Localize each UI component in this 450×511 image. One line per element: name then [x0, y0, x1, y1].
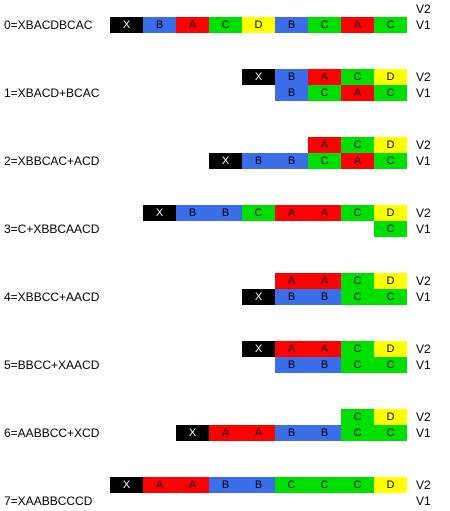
cell-v2-row-7-2: A	[176, 477, 209, 493]
row-label-7: 7=XAABBCCCD	[4, 494, 93, 508]
cell-v1-row-0-0: X	[110, 17, 143, 33]
side-label-v1-row-3: V1	[416, 222, 431, 236]
cell-v2-row-4-2: C	[341, 273, 374, 289]
side-label-v1-row-6: V1	[416, 426, 431, 440]
cell-v1-row-0-7: A	[341, 17, 374, 33]
cell-v1-row-0-3: C	[209, 17, 242, 33]
cell-v2-row-7-8: D	[374, 477, 407, 493]
cell-v1-row-5-3: C	[374, 357, 407, 373]
cell-v1-row-6-5: C	[341, 425, 374, 441]
cell-v1-row-6-6: C	[374, 425, 407, 441]
cell-v1-row-6-2: A	[242, 425, 275, 441]
cell-v1-row-2-5: C	[374, 153, 407, 169]
cell-v1-row-1-0: B	[275, 85, 308, 101]
cell-v2-row-5-2: A	[308, 341, 341, 357]
side-label-v2-row-6: V2	[416, 410, 431, 424]
cell-v1-row-6-3: B	[275, 425, 308, 441]
cell-v1-row-4-2: B	[308, 289, 341, 305]
cell-v1-row-1-1: C	[308, 85, 341, 101]
side-label-v1-row-2: V1	[416, 154, 431, 168]
cell-v2-row-1-4: D	[374, 69, 407, 85]
cell-v2-row-4-1: A	[308, 273, 341, 289]
cell-v2-row-3-6: C	[341, 205, 374, 221]
cell-v2-row-4-0: A	[275, 273, 308, 289]
cell-v2-row-5-0: X	[242, 341, 275, 357]
cell-v1-row-2-2: B	[275, 153, 308, 169]
row-label-4: 4=XBBCC+AACD	[4, 290, 100, 304]
cell-v2-row-3-7: D	[374, 205, 407, 221]
row-label-0: 0=XBACDBCAC	[4, 18, 93, 32]
cell-v2-row-3-5: A	[308, 205, 341, 221]
cell-v2-row-5-3: C	[341, 341, 374, 357]
row-label-1: 1=XBACD+BCAC	[4, 86, 100, 100]
side-label-v2-row-5: V2	[416, 342, 431, 356]
cell-v1-row-6-0: X	[176, 425, 209, 441]
side-label-v2-row-1: V2	[416, 70, 431, 84]
cell-v2-row-5-4: D	[374, 341, 407, 357]
cell-v2-row-7-7: C	[341, 477, 374, 493]
cell-v2-row-7-1: A	[143, 477, 176, 493]
side-label-v2-row-2: V2	[416, 138, 431, 152]
cell-v2-row-2-2: D	[374, 137, 407, 153]
cell-v1-row-5-2: C	[341, 357, 374, 373]
side-label-v2-row-4: V2	[416, 274, 431, 288]
cell-v2-row-4-3: D	[374, 273, 407, 289]
side-label-v1-row-1: V1	[416, 86, 431, 100]
side-label-v1-row-4: V1	[416, 290, 431, 304]
cell-v1-row-4-4: C	[374, 289, 407, 305]
cell-v1-row-3-0: C	[374, 221, 407, 237]
cell-v2-row-1-3: C	[341, 69, 374, 85]
cell-v1-row-0-8: C	[374, 17, 407, 33]
cell-v2-row-3-1: B	[176, 205, 209, 221]
cell-v1-row-2-4: A	[341, 153, 374, 169]
cell-v2-row-3-0: X	[143, 205, 176, 221]
cell-v2-row-1-0: X	[242, 69, 275, 85]
cell-v2-row-3-2: B	[209, 205, 242, 221]
cell-v1-row-1-2: A	[341, 85, 374, 101]
cell-v2-row-3-3: C	[242, 205, 275, 221]
cell-v1-row-5-1: B	[308, 357, 341, 373]
cell-v1-row-0-2: A	[176, 17, 209, 33]
side-label-v1-row-7: V1	[416, 494, 431, 508]
cell-v2-row-2-0: A	[308, 137, 341, 153]
cell-v1-row-0-1: B	[143, 17, 176, 33]
cell-v1-row-5-0: B	[275, 357, 308, 373]
side-label-v2-row-0: V2	[416, 2, 431, 16]
cell-v2-row-1-2: A	[308, 69, 341, 85]
cell-v1-row-4-3: C	[341, 289, 374, 305]
side-label-v1-row-5: V1	[416, 358, 431, 372]
cell-v1-row-2-3: C	[308, 153, 341, 169]
cell-v2-row-1-1: B	[275, 69, 308, 85]
row-label-3: 3=C+XBBCAACD	[4, 222, 100, 236]
cell-v1-row-6-1: A	[209, 425, 242, 441]
row-label-6: 6=AABBCC+XCD	[4, 426, 100, 440]
cell-v1-row-2-1: B	[242, 153, 275, 169]
cell-v1-row-0-5: B	[275, 17, 308, 33]
cell-v2-row-7-5: C	[275, 477, 308, 493]
cell-v2-row-5-1: A	[275, 341, 308, 357]
cell-v2-row-7-3: B	[209, 477, 242, 493]
cell-v1-row-0-4: D	[242, 17, 275, 33]
side-label-v2-row-3: V2	[416, 206, 431, 220]
cell-v2-row-7-0: X	[110, 477, 143, 493]
cell-v2-row-3-4: A	[275, 205, 308, 221]
cell-v2-row-7-6: C	[308, 477, 341, 493]
cell-v2-row-6-1: D	[374, 409, 407, 425]
cell-v1-row-2-0: X	[209, 153, 242, 169]
cell-v1-row-0-6: C	[308, 17, 341, 33]
row-label-2: 2=XBBCAC+ACD	[4, 154, 100, 168]
cell-v2-row-6-0: C	[341, 409, 374, 425]
side-label-v2-row-7: V2	[416, 478, 431, 492]
cell-v1-row-4-0: X	[242, 289, 275, 305]
cell-v1-row-4-1: B	[275, 289, 308, 305]
side-label-v1-row-0: V1	[416, 18, 431, 32]
cell-v2-row-2-1: C	[341, 137, 374, 153]
row-label-5: 5=BBCC+XAACD	[4, 358, 100, 372]
cell-v2-row-7-4: B	[242, 477, 275, 493]
cell-v1-row-1-3: C	[374, 85, 407, 101]
cell-v1-row-6-4: B	[308, 425, 341, 441]
